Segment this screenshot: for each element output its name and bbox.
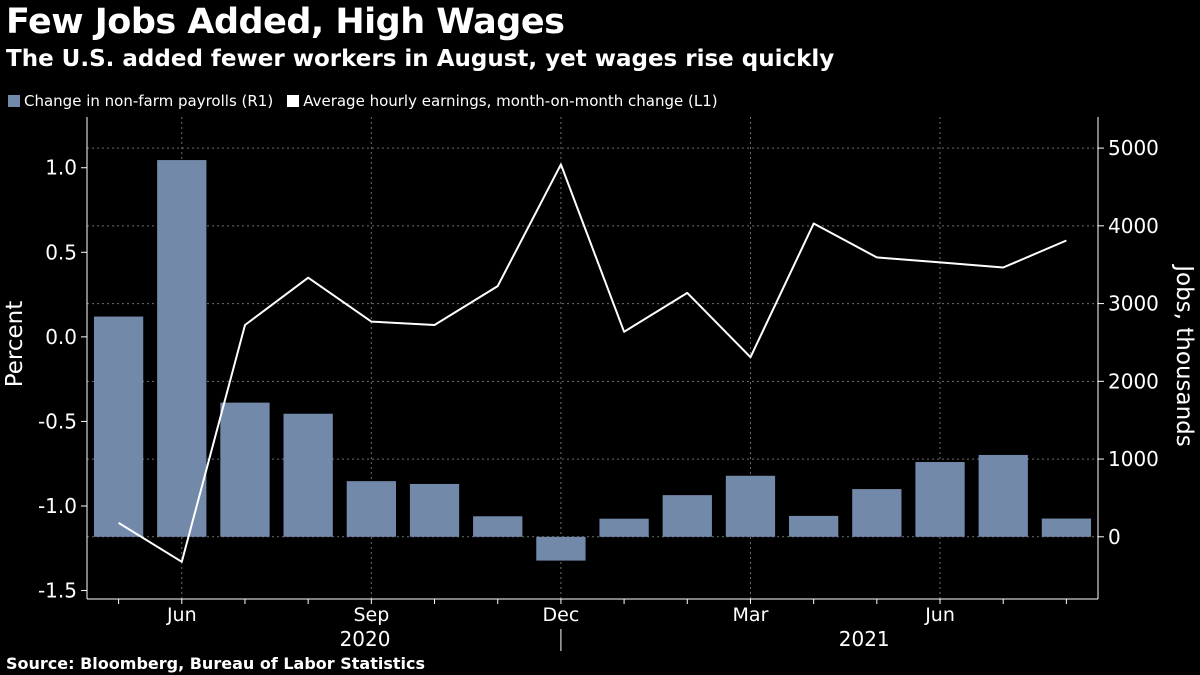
source-note: Source: Bloomberg, Bureau of Labor Stati… [6, 654, 426, 673]
chart-subtitle: The U.S. added fewer workers in August, … [6, 46, 835, 72]
bar-jun-2021 [915, 462, 965, 537]
bar-feb-2021 [662, 495, 712, 537]
line-layer [118, 163, 1067, 563]
right-tick-label: 4000 [1108, 214, 1159, 238]
x-month-label: Jun [166, 604, 197, 626]
labels-layer: 1.0 0.5 0.0 -0.5 -1.0 -1.5 5000 4000 3000 2000 100… [2, 136, 1197, 651]
left-tick-label: 0.0 [45, 325, 77, 349]
legend-swatch-line [287, 95, 300, 107]
x-month-label: Mar [733, 604, 769, 626]
x-month-label: Jun [924, 604, 955, 626]
right-tick-label: 5000 [1108, 136, 1159, 160]
bar-mar-2021 [725, 475, 776, 537]
bar-may-2020 [93, 316, 144, 537]
bar-aug-2020 [283, 413, 333, 537]
bar-jan-2021 [599, 518, 649, 537]
bar-nov-2020 [473, 516, 523, 537]
chart-title: Few Jobs Added, High Wages [6, 2, 565, 42]
left-tick-label: -1.0 [38, 494, 77, 518]
x-year-label: 2020 [340, 627, 391, 651]
bar-jul-2021 [978, 454, 1028, 537]
bar-apr-2021 [789, 515, 839, 537]
bar-jun-2020 [157, 160, 207, 537]
earnings-line [118, 163, 1067, 563]
legend: Change in non-farm payrolls (R1) Average… [8, 92, 732, 110]
legend-swatch-bars [8, 95, 20, 107]
right-tick-label: 0 [1108, 525, 1121, 549]
bar-may-2021 [852, 489, 902, 537]
bar-jul-2020 [220, 402, 270, 537]
legend-label-payrolls: Change in non-farm payrolls (R1) [24, 92, 274, 110]
bars-layer [93, 160, 1092, 561]
right-axis-title: Jobs, thousands [1171, 263, 1197, 447]
bar-aug-2021 [1041, 518, 1092, 537]
legend-item-payrolls: Change in non-farm payrolls (R1) [8, 92, 273, 110]
left-tick-label: 0.5 [45, 240, 77, 264]
left-tick-label: -0.5 [38, 409, 77, 433]
legend-label-earnings: Average hourly earnings, month-on-month … [303, 92, 718, 110]
left-axis-title: Percent [2, 301, 28, 388]
bar-dec-2020 [536, 536, 586, 561]
axes-layer [81, 117, 1104, 651]
x-month-label: Sep [353, 604, 389, 626]
legend-item-earnings: Average hourly earnings, month-on-month … [287, 92, 718, 110]
left-tick-label: 1.0 [45, 156, 77, 180]
right-tick-label: 3000 [1108, 292, 1159, 316]
x-year-label: 2021 [839, 627, 890, 651]
bar-sep-2020 [346, 481, 396, 537]
left-tick-label: -1.5 [38, 579, 77, 603]
x-month-label: Dec [543, 604, 580, 626]
right-tick-label: 1000 [1108, 447, 1159, 471]
bar-oct-2020 [409, 483, 460, 537]
right-tick-label: 2000 [1108, 369, 1159, 393]
